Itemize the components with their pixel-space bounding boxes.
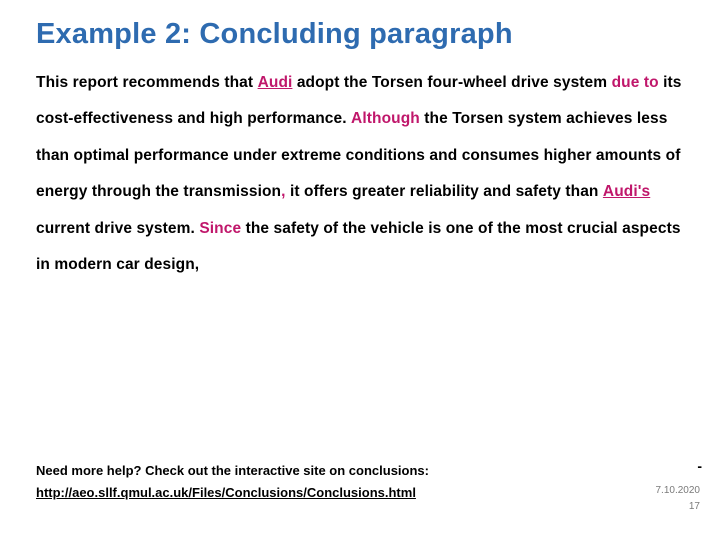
slide-date: 7.10.2020 (656, 485, 701, 496)
text-run: This report recommends that (36, 74, 258, 91)
footer-link[interactable]: http://aeo.sllf.qmul.ac.uk/Files/Conclus… (36, 482, 429, 504)
accent-due-to: due to (612, 74, 659, 91)
text-run: adopt the Torsen four-wheel drive system (292, 74, 611, 91)
text-run: current drive system. (36, 220, 199, 237)
dash-mark: - (697, 458, 702, 474)
text-run: it offers greater reliability and safety… (286, 183, 603, 200)
accent-although: Although (351, 110, 420, 127)
footer-block: Need more help? Check out the interactiv… (36, 460, 429, 504)
footer-text: Need more help? Check out the interactiv… (36, 460, 429, 482)
accent-since: Since (199, 220, 241, 237)
slide: Example 2: Concluding paragraph This rep… (0, 0, 720, 540)
slide-number: 17 (689, 501, 700, 512)
accent-audis: Audi's (603, 183, 650, 200)
slide-title: Example 2: Concluding paragraph (36, 18, 684, 51)
body-paragraph: This report recommends that Audi adopt t… (36, 65, 684, 284)
accent-audi: Audi (258, 74, 293, 91)
